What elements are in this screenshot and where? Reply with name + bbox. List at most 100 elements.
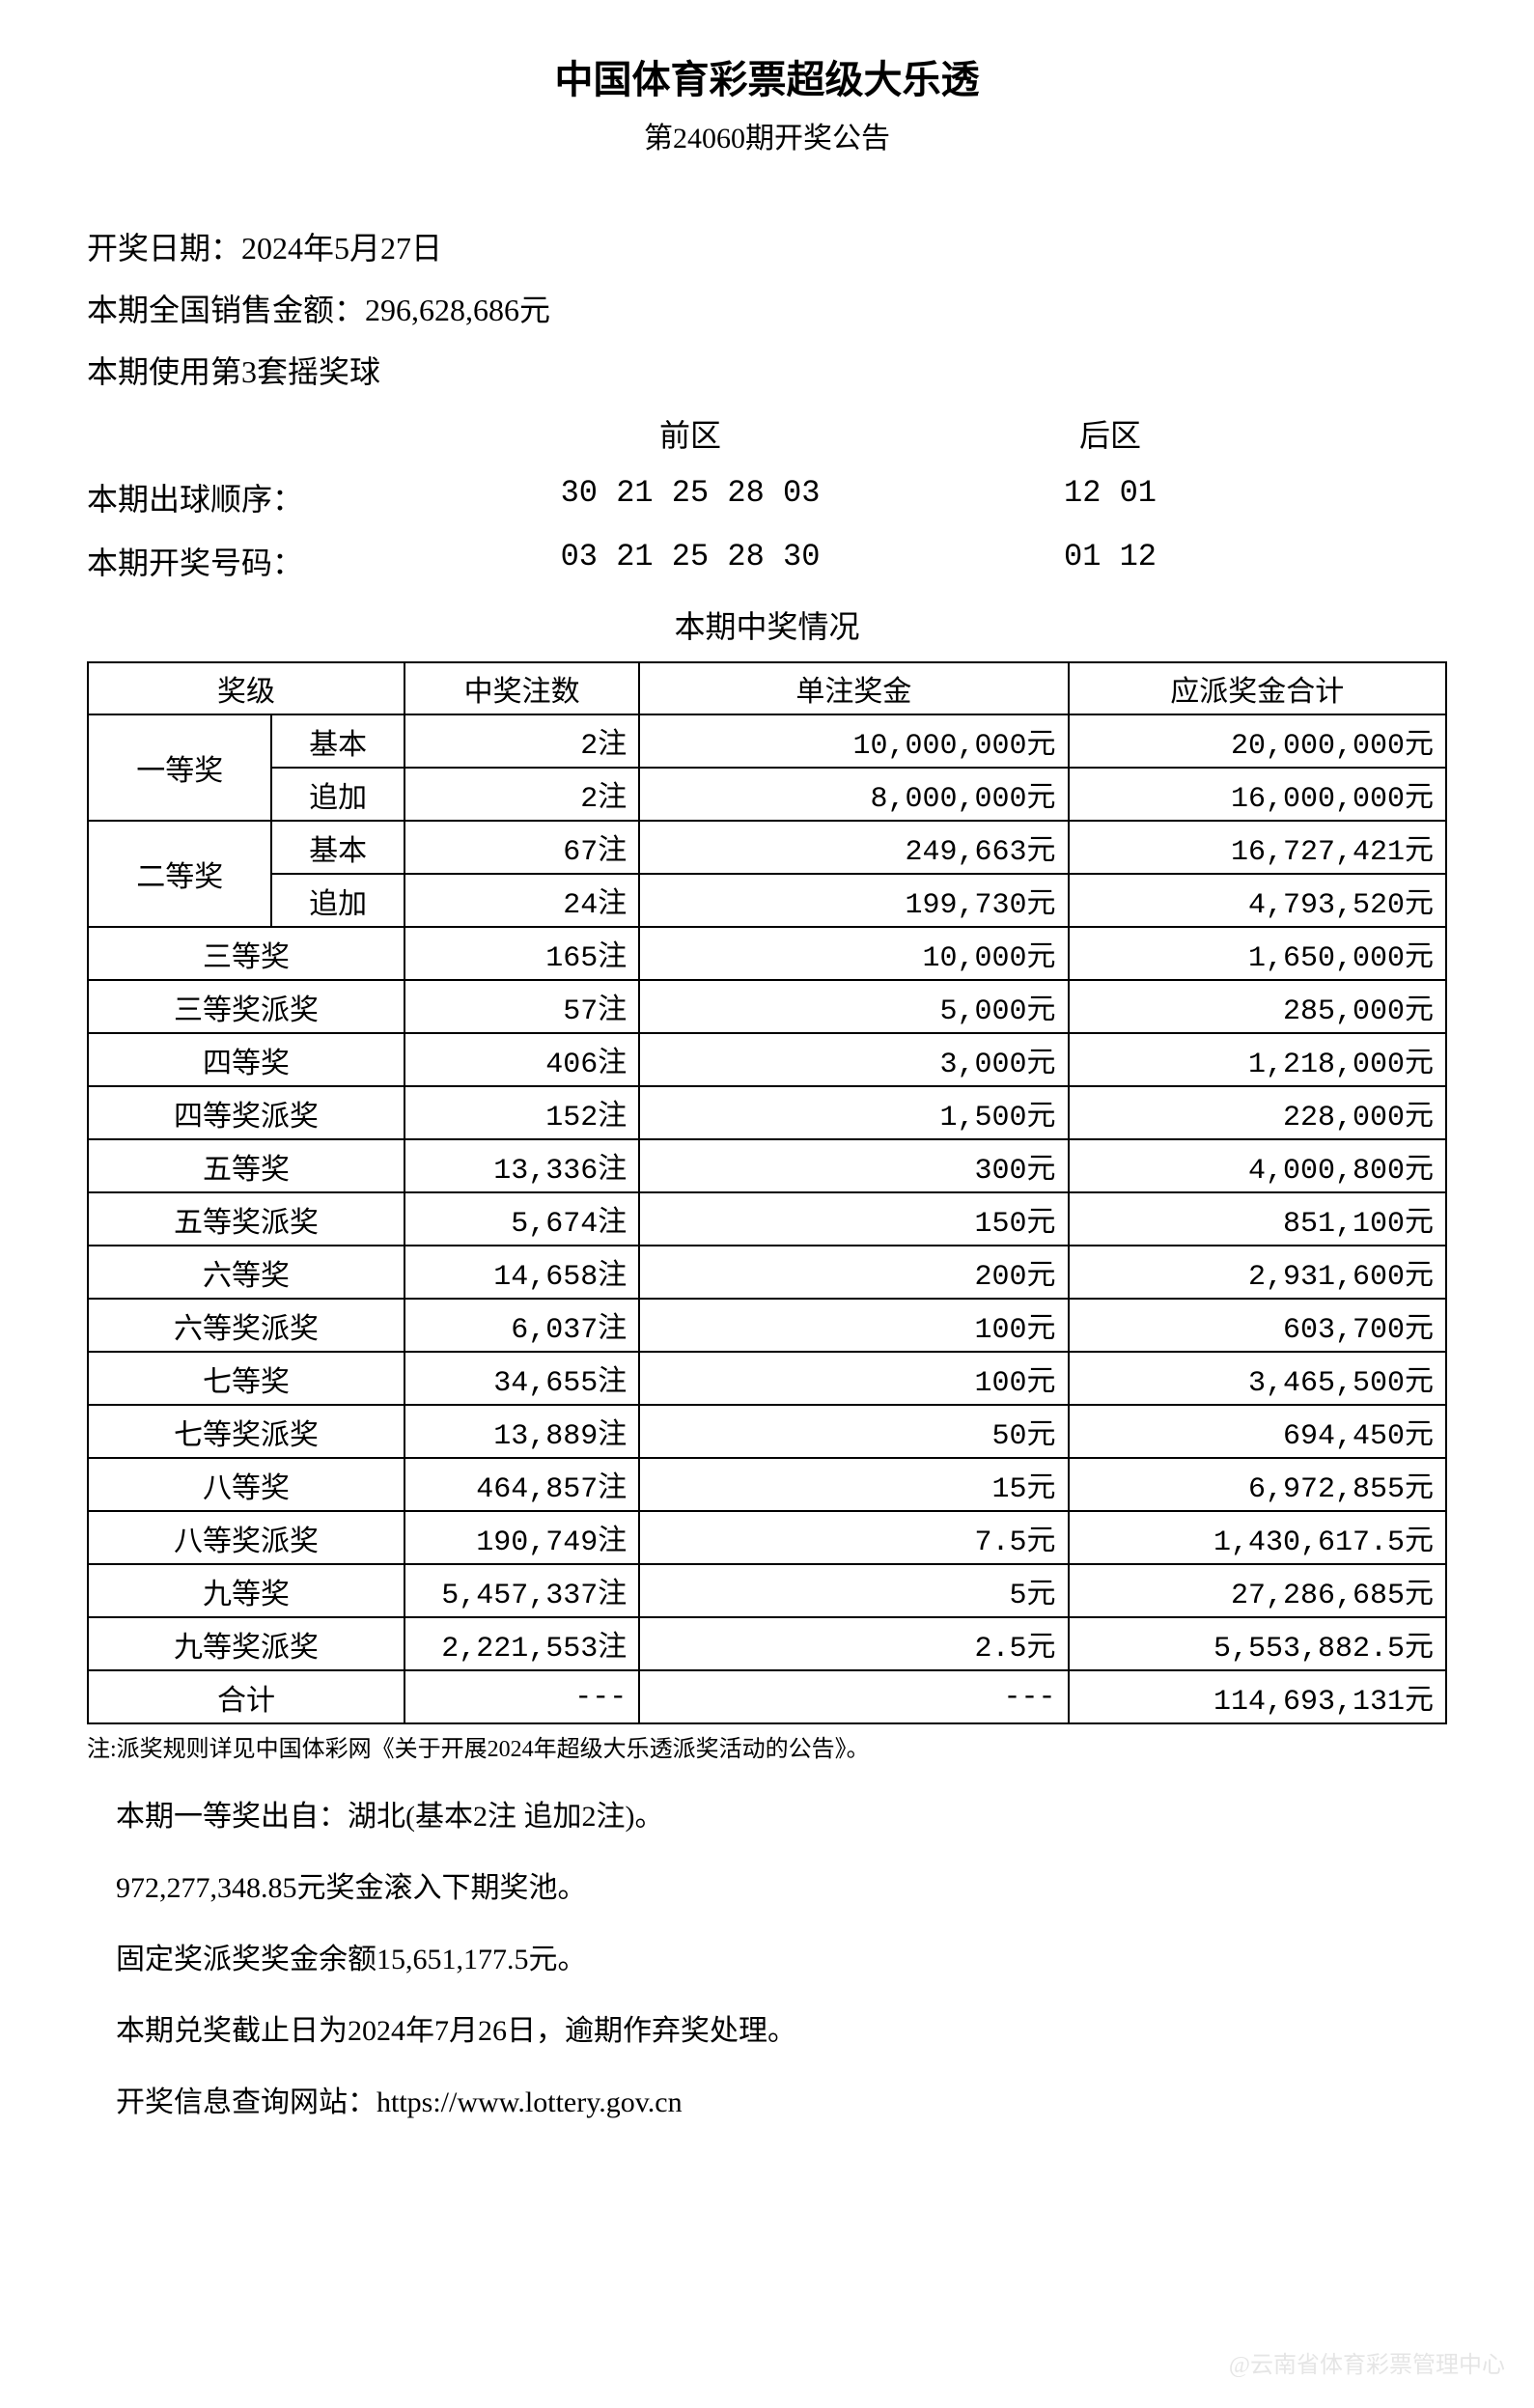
prize-table: 奖级 中奖注数 单注奖金 应派奖金合计 一等奖 基本 2注 10,000,000… bbox=[87, 661, 1447, 1724]
cell-total: 4,000,800元 bbox=[1069, 1139, 1446, 1192]
table-row: 五等奖派奖 5,674注 150元 851,100元 bbox=[88, 1192, 1446, 1246]
table-row: 四等奖 406注 3,000元 1,218,000元 bbox=[88, 1033, 1446, 1086]
cell-total: 1,430,617.5元 bbox=[1069, 1511, 1446, 1564]
cell-count: 57注 bbox=[404, 980, 639, 1033]
cell-total: 27,286,685元 bbox=[1069, 1564, 1446, 1617]
cell-per: 300元 bbox=[639, 1139, 1068, 1192]
prize-fourth-bonus: 四等奖派奖 bbox=[88, 1086, 404, 1139]
cell-count: --- bbox=[404, 1670, 639, 1723]
prize-eighth-bonus: 八等奖派奖 bbox=[88, 1511, 404, 1564]
sub-additional: 追加 bbox=[271, 874, 404, 927]
table-row: 五等奖 13,336注 300元 4,000,800元 bbox=[88, 1139, 1446, 1192]
cell-total: 16,000,000元 bbox=[1069, 768, 1446, 821]
cell-count: 190,749注 bbox=[404, 1511, 639, 1564]
cell-per: --- bbox=[639, 1670, 1068, 1723]
watermark: @云南省体育彩票管理中心 bbox=[1229, 2345, 1505, 2379]
table-row: 九等奖 5,457,337注 5元 27,286,685元 bbox=[88, 1564, 1446, 1617]
rules-note: 注:派奖规则详见中国体彩网《关于开展2024年超级大乐透派奖活动的公告》。 bbox=[87, 1729, 1447, 1763]
table-header-row: 奖级 中奖注数 单注奖金 应派奖金合计 bbox=[88, 662, 1446, 714]
cell-count: 6,037注 bbox=[404, 1299, 639, 1352]
cell-total: 6,972,855元 bbox=[1069, 1458, 1446, 1511]
cell-per: 5元 bbox=[639, 1564, 1068, 1617]
total-sales: 本期全国销售金额：296,628,686元 bbox=[87, 286, 1447, 330]
cell-per: 15元 bbox=[639, 1458, 1068, 1511]
prize-sixth-bonus: 六等奖派奖 bbox=[88, 1299, 404, 1352]
cell-total: 694,450元 bbox=[1069, 1405, 1446, 1458]
cell-per: 2.5元 bbox=[639, 1617, 1068, 1670]
table-row: 八等奖派奖 190,749注 7.5元 1,430,617.5元 bbox=[88, 1511, 1446, 1564]
draw-order-label: 本期出球顺序： bbox=[87, 475, 454, 519]
first-prize-origin: 本期一等奖出自：湖北(基本2注 追加2注)。 bbox=[116, 1792, 1447, 1834]
prize-third-bonus: 三等奖派奖 bbox=[88, 980, 404, 1033]
winning-numbers-label: 本期开奖号码： bbox=[87, 539, 454, 583]
sub-basic: 基本 bbox=[271, 821, 404, 874]
cell-count: 2注 bbox=[404, 714, 639, 768]
table-row: 七等奖派奖 13,889注 50元 694,450元 bbox=[88, 1405, 1446, 1458]
table-row-total: 合计 --- --- 114,693,131元 bbox=[88, 1670, 1446, 1723]
table-row: 七等奖 34,655注 100元 3,465,500元 bbox=[88, 1352, 1446, 1405]
table-row: 八等奖 464,857注 15元 6,972,855元 bbox=[88, 1458, 1446, 1511]
sub-basic: 基本 bbox=[271, 714, 404, 768]
prize-ninth-bonus: 九等奖派奖 bbox=[88, 1617, 404, 1670]
prize-section-title: 本期中奖情况 bbox=[87, 602, 1447, 647]
cell-count: 14,658注 bbox=[404, 1246, 639, 1299]
cell-count: 152注 bbox=[404, 1086, 639, 1139]
cell-count: 5,674注 bbox=[404, 1192, 639, 1246]
cell-total: 2,931,600元 bbox=[1069, 1246, 1446, 1299]
prize-seventh-bonus: 七等奖派奖 bbox=[88, 1405, 404, 1458]
cell-count: 13,336注 bbox=[404, 1139, 639, 1192]
cell-total: 285,000元 bbox=[1069, 980, 1446, 1033]
cell-per: 200元 bbox=[639, 1246, 1068, 1299]
prize-fifth-bonus: 五等奖派奖 bbox=[88, 1192, 404, 1246]
cell-count: 13,889注 bbox=[404, 1405, 639, 1458]
prize-second: 二等奖 bbox=[88, 821, 271, 927]
table-row: 三等奖派奖 57注 5,000元 285,000元 bbox=[88, 980, 1446, 1033]
draw-date: 开奖日期：2024年5月27日 bbox=[87, 224, 1447, 268]
cell-total: 20,000,000元 bbox=[1069, 714, 1446, 768]
table-row: 四等奖派奖 152注 1,500元 228,000元 bbox=[88, 1086, 1446, 1139]
rollover-amount: 972,277,348.85元奖金滚入下期奖池。 bbox=[116, 1863, 1447, 1906]
page-title: 中国体育彩票超级大乐透 bbox=[87, 48, 1447, 104]
table-row: 三等奖 165注 10,000元 1,650,000元 bbox=[88, 927, 1446, 980]
sub-additional: 追加 bbox=[271, 768, 404, 821]
cell-count: 464,857注 bbox=[404, 1458, 639, 1511]
cell-per: 10,000元 bbox=[639, 927, 1068, 980]
cell-count: 2,221,553注 bbox=[404, 1617, 639, 1670]
front-area-label: 前区 bbox=[454, 411, 927, 456]
back-area-label: 后区 bbox=[927, 411, 1294, 456]
cell-total: 851,100元 bbox=[1069, 1192, 1446, 1246]
cell-count: 5,457,337注 bbox=[404, 1564, 639, 1617]
fixed-balance: 固定奖派奖奖金余额15,651,177.5元。 bbox=[116, 1935, 1447, 1977]
cell-per: 1,500元 bbox=[639, 1086, 1068, 1139]
cell-per: 50元 bbox=[639, 1405, 1068, 1458]
cell-per: 100元 bbox=[639, 1299, 1068, 1352]
cell-count: 165注 bbox=[404, 927, 639, 980]
cell-count: 67注 bbox=[404, 821, 639, 874]
prize-total: 合计 bbox=[88, 1670, 404, 1723]
cell-total: 603,700元 bbox=[1069, 1299, 1446, 1352]
page-subtitle: 第24060期开奖公告 bbox=[87, 114, 1447, 156]
cell-count: 2注 bbox=[404, 768, 639, 821]
claim-deadline: 本期兑奖截止日为2024年7月26日，逾期作弃奖处理。 bbox=[116, 2006, 1447, 2049]
prize-fifth: 五等奖 bbox=[88, 1139, 404, 1192]
header-total-prize: 应派奖金合计 bbox=[1069, 662, 1446, 714]
cell-per: 7.5元 bbox=[639, 1511, 1068, 1564]
header-level: 奖级 bbox=[88, 662, 404, 714]
table-row: 二等奖 基本 67注 249,663元 16,727,421元 bbox=[88, 821, 1446, 874]
cell-per: 8,000,000元 bbox=[639, 768, 1068, 821]
prize-ninth: 九等奖 bbox=[88, 1564, 404, 1617]
table-row: 六等奖派奖 6,037注 100元 603,700元 bbox=[88, 1299, 1446, 1352]
cell-count: 406注 bbox=[404, 1033, 639, 1086]
cell-total: 1,218,000元 bbox=[1069, 1033, 1446, 1086]
numbers-section: 前区 后区 本期出球顺序： 30 21 25 28 03 12 01 本期开奖号… bbox=[87, 411, 1447, 583]
prize-fourth: 四等奖 bbox=[88, 1033, 404, 1086]
table-row: 九等奖派奖 2,221,553注 2.5元 5,553,882.5元 bbox=[88, 1617, 1446, 1670]
table-row: 一等奖 基本 2注 10,000,000元 20,000,000元 bbox=[88, 714, 1446, 768]
cell-total: 4,793,520元 bbox=[1069, 874, 1446, 927]
cell-total: 114,693,131元 bbox=[1069, 1670, 1446, 1723]
table-row: 六等奖 14,658注 200元 2,931,600元 bbox=[88, 1246, 1446, 1299]
winning-back: 01 12 bbox=[927, 539, 1294, 583]
prize-first: 一等奖 bbox=[88, 714, 271, 821]
draw-order-front: 30 21 25 28 03 bbox=[454, 475, 927, 519]
cell-per: 3,000元 bbox=[639, 1033, 1068, 1086]
